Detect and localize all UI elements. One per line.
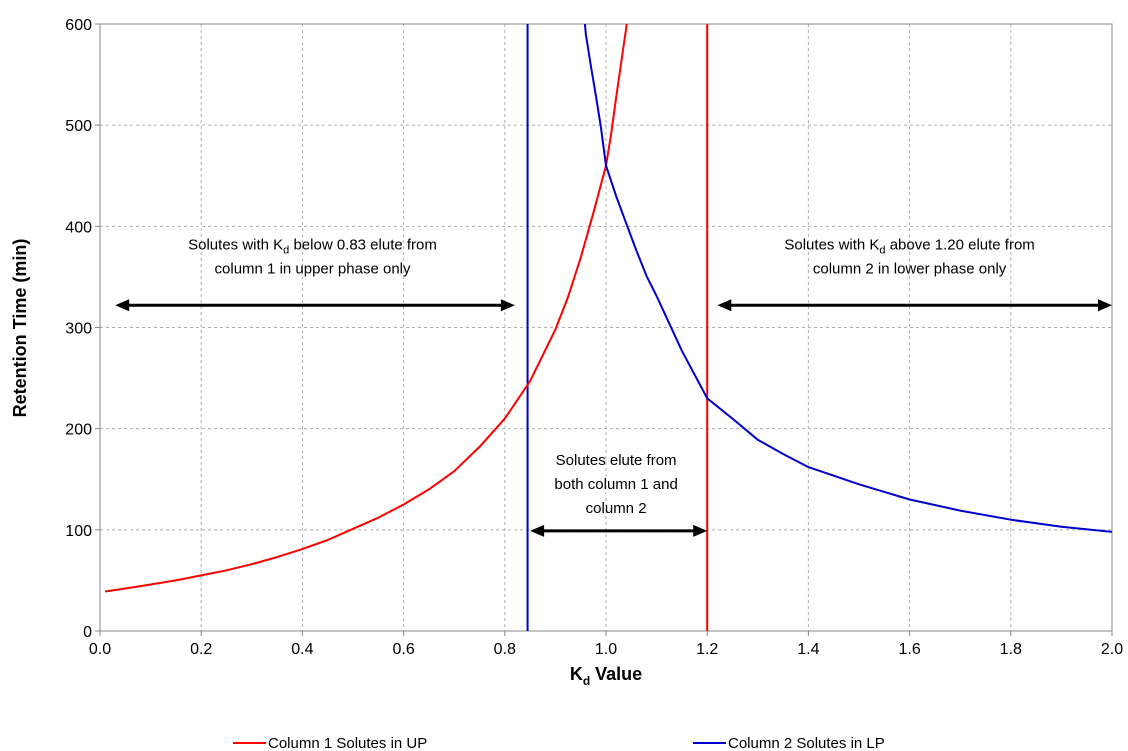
x-axis-title-sub: d <box>583 674 590 688</box>
annotation-subscript: d <box>283 245 289 257</box>
arrow-head-right <box>1098 299 1112 312</box>
x-tick-label: 0.6 <box>392 641 414 658</box>
legend-label-column-1: Column 1 Solutes in UP <box>268 735 427 751</box>
annotation-3-line: column 2 in lower phase only <box>813 261 1007 278</box>
annotation-1-line: column 1 in upper phase only <box>215 261 411 278</box>
annotation-2-line: both column 1 and <box>554 476 677 493</box>
series-line-2 <box>583 24 1112 533</box>
x-tick-label: 0.2 <box>190 641 212 658</box>
arrow-head-right <box>693 524 708 537</box>
double-arrow <box>717 299 1112 312</box>
annotation-text: column 2 in lower phase only <box>813 261 1007 278</box>
x-tick-label: 1.0 <box>595 641 617 658</box>
y-tick-label: 0 <box>83 624 92 641</box>
x-tick-label: 1.6 <box>898 641 920 658</box>
arrows <box>115 299 1112 537</box>
x-tick-label: 0.0 <box>89 641 111 658</box>
x-tick-label: 2.0 <box>1101 641 1123 658</box>
double-arrow <box>530 524 708 537</box>
x-tick-label: 0.4 <box>291 641 313 658</box>
arrow-head-left <box>530 524 545 537</box>
x-axis-title: Kd Value <box>570 664 642 688</box>
double-arrow <box>115 299 515 312</box>
y-tick-label: 500 <box>65 118 92 135</box>
x-tick-label: 1.8 <box>1000 641 1022 658</box>
tick-labels: 0.0 0.2 0.4 0.6 0.8 1.0 1.2 1.4 1.6 1.8 2.0 0 100 200… <box>65 17 1123 658</box>
annotation-3-line: Solutes with Kd above 1.20 elute from <box>784 237 1034 257</box>
annotation-1-line: Solutes with Kd below 0.83 elute from <box>188 237 437 257</box>
annotation-2-line: Solutes elute from <box>556 452 677 469</box>
annotation-text: Solutes elute from <box>556 452 677 469</box>
legend: Column 1 Solutes in UP Column 2 Solutes … <box>233 735 885 751</box>
annotation-subscript: d <box>879 245 885 257</box>
x-tick-label: 1.4 <box>797 641 819 658</box>
annotation-text: Solutes with K <box>188 237 283 254</box>
series <box>104 24 1112 593</box>
y-tick-label: 400 <box>65 219 92 236</box>
annotations: Solutes with Kd below 0.83 elute fromcol… <box>188 237 1035 517</box>
annotation-text: above 1.20 elute from <box>886 237 1035 254</box>
series-line-1 <box>104 24 628 593</box>
annotation-text: below 0.83 elute from <box>289 237 437 254</box>
annotation-text: both column 1 and <box>554 476 677 493</box>
x-tick-label: 0.8 <box>494 641 516 658</box>
y-tick-label: 200 <box>65 422 92 439</box>
y-tick-label: 600 <box>65 17 92 34</box>
grid <box>100 24 1112 631</box>
y-tick-label: 300 <box>65 321 92 338</box>
x-tick-label: 1.2 <box>696 641 718 658</box>
arrow-head-right <box>500 299 515 312</box>
x-axis-title-suffix: Value <box>590 664 642 684</box>
annotation-text: column 2 <box>586 500 647 517</box>
y-tick-label: 100 <box>65 523 92 540</box>
y-axis-title: Retention Time (min) <box>10 239 30 418</box>
annotation-text: column 1 in upper phase only <box>215 261 411 278</box>
annotation-text: Solutes with K <box>784 237 879 254</box>
arrow-head-left <box>717 299 732 312</box>
annotation-2-line: column 2 <box>586 500 647 517</box>
arrow-head-left <box>115 299 130 312</box>
x-axis-title-main: K <box>570 664 583 684</box>
vertical-lines <box>526 24 709 631</box>
legend-label-column-2: Column 2 Solutes in LP <box>728 735 885 751</box>
